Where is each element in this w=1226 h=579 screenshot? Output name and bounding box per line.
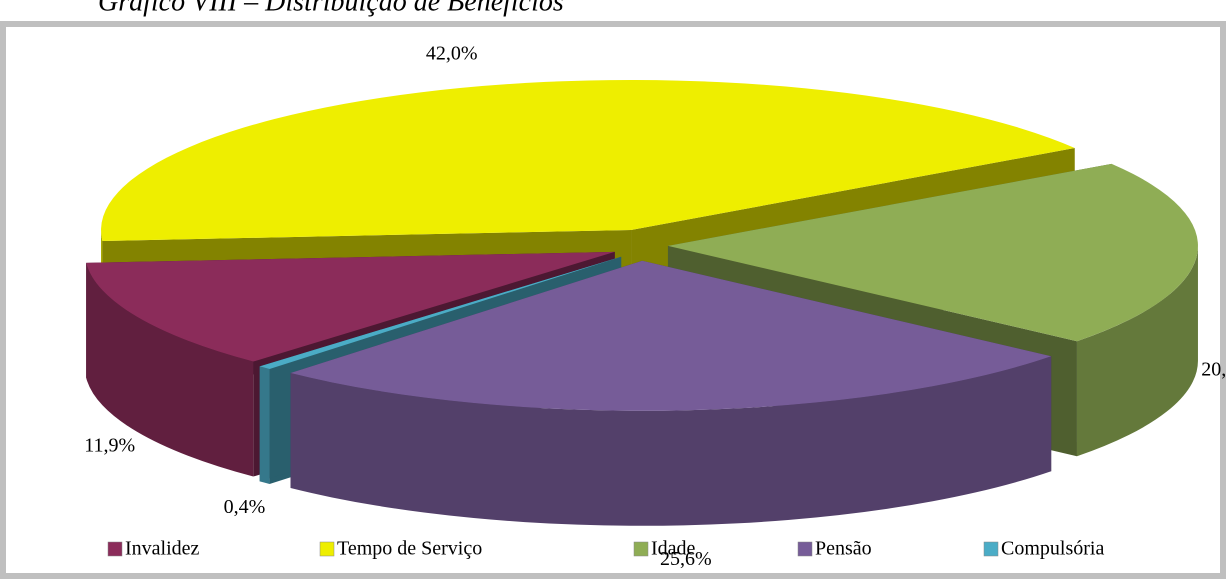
legend-label: Invalidez: [125, 538, 200, 560]
legend-label: Compulsória: [1001, 538, 1104, 560]
slice-outer-wall: [86, 262, 254, 477]
data-label: 20,2%: [1201, 359, 1226, 381]
slice-top: [86, 251, 615, 362]
slice-top: [667, 163, 1198, 342]
legend-label: Tempo de Serviço: [337, 538, 482, 560]
data-label: 25,6%: [660, 548, 712, 570]
slice-top: [101, 79, 1075, 241]
slice-top: [259, 256, 622, 369]
slice: [290, 260, 1052, 526]
slice-outer-wall: [259, 366, 270, 484]
data-label: 0,4%: [224, 496, 266, 518]
slice-outer-wall: [1076, 245, 1198, 457]
legend-swatch: [797, 541, 813, 557]
slice-top: [290, 260, 1052, 411]
chart-title: Gráfico VIII – Distribuição de Benefício…: [98, 0, 564, 17]
legend-swatch: [633, 541, 649, 557]
legend-swatch: [983, 541, 999, 557]
slice-outer-wall: [290, 356, 1052, 526]
legend-swatch: [107, 541, 123, 557]
legend-swatch: [319, 541, 335, 557]
data-label: 42,0%: [426, 42, 478, 64]
legend-label: Pensão: [815, 538, 872, 560]
legend-label: Idade: [651, 538, 696, 560]
data-label: 11,9%: [84, 434, 135, 456]
